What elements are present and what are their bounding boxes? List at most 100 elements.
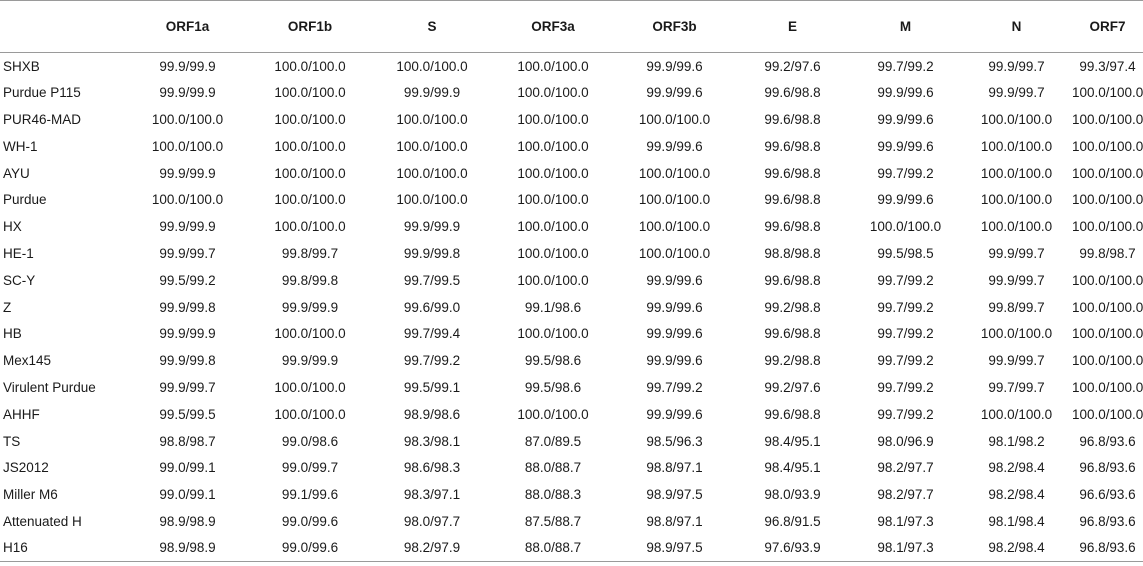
identity-value-cell: 99.8/99.7 <box>281 245 339 261</box>
identity-value-cell: 99.2/97.6 <box>764 379 821 395</box>
identity-value-cell: 98.0/97.7 <box>403 513 461 529</box>
identity-value-cell: 88.0/88.7 <box>492 534 614 563</box>
identity-value-cell: 99.6/99.0 <box>403 299 461 315</box>
strain-name-cell: SC-Y <box>3 272 36 288</box>
identity-value-cell: 98.9/97.5 <box>646 487 703 503</box>
identity-value-cell: 100.0/100.0 <box>1072 299 1143 315</box>
identity-value-cell: 98.0/96.9 <box>877 433 934 449</box>
header-column-orf3b: ORF3b <box>614 0 735 53</box>
identity-value-cell: 96.8/93.6 <box>1079 513 1136 529</box>
strain-name-cell: AYU <box>3 165 30 181</box>
identity-value-cell: 99.8/99.7 <box>988 299 1045 315</box>
identity-value-cell: 100.0/100.0 <box>638 111 711 127</box>
identity-value-cell: 98.3/98.1 <box>403 433 461 449</box>
identity-value-cell: 99.7/99.4 <box>403 326 461 342</box>
identity-value-cell: 99.9/99.7 <box>988 58 1045 74</box>
strain-name-cell: HB <box>3 326 22 342</box>
identity-value-cell: 100.0/100.0 <box>151 192 224 208</box>
identity-value-cell: 100.0/100.0 <box>274 138 346 154</box>
identity-value-cell: 99.9/99.6 <box>646 58 703 74</box>
identity-value-cell: 99.9/99.6 <box>646 138 703 154</box>
identity-value-cell: 99.9/99.6 <box>646 272 703 288</box>
identity-value-cell: 99.9/99.9 <box>403 219 461 235</box>
identity-value-cell: 100.0/100.0 <box>396 58 468 74</box>
identity-value-cell: 98.2/98.4 <box>988 487 1045 503</box>
identity-value-cell: 99.0/99.6 <box>281 513 339 529</box>
identity-value-cell: 100.0/100.0 <box>274 85 346 101</box>
identity-value-cell: 87.0/89.5 <box>524 433 582 449</box>
identity-value-cell: 100.0/100.0 <box>638 192 711 208</box>
identity-value-cell: 99.9/99.8 <box>403 245 461 261</box>
strain-name-cell: Purdue <box>3 192 47 208</box>
identity-value-cell: 99.6/98.8 <box>764 165 821 181</box>
identity-value-cell: 100.0/100.0 <box>517 406 589 422</box>
identity-value-cell: 98.0/93.9 <box>764 487 821 503</box>
strain-name-cell: SHXB <box>3 58 40 74</box>
header-strain-column <box>0 0 127 53</box>
strain-name-cell: AHHF <box>3 406 40 422</box>
header-column-m: M <box>850 0 961 53</box>
identity-value-cell: 99.9/99.6 <box>877 85 934 101</box>
table-row: AYU 99.9/99.9 100.0/100.0 100.0/100.0 100.0/… <box>0 160 1143 187</box>
identity-value-cell: 100.0/100.0 <box>396 165 468 181</box>
identity-value-cell: 99.7/99.2 <box>877 353 934 369</box>
identity-value-cell: 98.3/97.1 <box>403 487 461 503</box>
identity-value-cell: 100.0/100.0 <box>638 165 711 181</box>
table-row: Purdue P115 99.9/99.9 100.0/100.0 99.9/99.9… <box>0 79 1143 106</box>
strain-name-cell: TS <box>3 433 21 449</box>
identity-value-cell: 98.9/97.5 <box>614 534 735 563</box>
identity-value-cell: 100.0/100.0 <box>274 192 346 208</box>
strain-name-cell: Z <box>3 299 12 315</box>
table-row: SHXB 99.9/99.9 100.0/100.0 100.0/100.0 100.0… <box>0 53 1143 80</box>
header-column-orf3a: ORF3a <box>492 0 614 53</box>
identity-value-cell: 98.2/97.9 <box>372 534 492 563</box>
identity-value-cell: 100.0/100.0 <box>1072 85 1143 101</box>
identity-value-cell: 99.9/99.7 <box>988 272 1045 288</box>
identity-value-cell: 99.9/99.6 <box>646 406 703 422</box>
identity-value-cell: 98.8/98.7 <box>159 433 216 449</box>
header-column-orf1a: ORF1a <box>127 0 248 53</box>
table-row: TS 98.8/98.7 99.0/98.6 98.3/98.1 87.0/89.5 98… <box>0 428 1143 455</box>
identity-value-cell: 98.9/98.9 <box>159 513 216 529</box>
strain-name-cell: Purdue P115 <box>3 85 81 101</box>
identity-value-cell: 99.9/99.7 <box>988 85 1045 101</box>
identity-value-cell: 99.9/99.9 <box>159 58 216 74</box>
identity-value-cell: 100.0/100.0 <box>517 326 589 342</box>
identity-value-cell: 98.8/97.1 <box>646 513 703 529</box>
table-row: H16 98.9/98.9 99.0/99.6 98.2/97.9 88.0/88.7 9… <box>0 534 1143 563</box>
identity-value-cell: 99.9/99.9 <box>159 85 216 101</box>
identity-value-cell: 99.9/99.8 <box>159 353 216 369</box>
identity-value-cell: 99.0/98.6 <box>281 433 339 449</box>
identity-value-cell: 99.9/99.6 <box>877 192 934 208</box>
table-row: Miller M6 99.0/99.1 99.1/99.6 98.3/97.1 88.0… <box>0 481 1143 508</box>
identity-value-cell: 98.8/97.1 <box>646 460 703 476</box>
identity-value-cell: 88.0/88.7 <box>524 460 582 476</box>
identity-value-cell: 100.0/100.0 <box>517 192 589 208</box>
strain-name-cell: JS2012 <box>3 460 49 476</box>
identity-value-cell: 100.0/100.0 <box>151 138 224 154</box>
table-row: PUR46-MAD 100.0/100.0 100.0/100.0 100.0/100… <box>0 106 1143 133</box>
identity-value-cell: 100.0/100.0 <box>980 138 1053 154</box>
table-row: HB 99.9/99.9 100.0/100.0 99.7/99.4 100.0/100… <box>0 320 1143 347</box>
identity-value-cell: 99.5/99.2 <box>159 272 216 288</box>
table-row: JS2012 99.0/99.1 99.0/99.7 98.6/98.3 88.0/88… <box>0 454 1143 481</box>
identity-value-cell: 99.6/98.8 <box>764 272 821 288</box>
table-row: Purdue 100.0/100.0 100.0/100.0 100.0/100.0 1… <box>0 186 1143 213</box>
identity-value-cell: 100.0/100.0 <box>517 219 589 235</box>
identity-value-cell: 99.9/99.9 <box>159 326 216 342</box>
strain-name-cell: Mex145 <box>3 353 52 369</box>
identity-value-cell: 99.9/99.6 <box>877 138 934 154</box>
strain-name-cell: HE-1 <box>3 245 34 261</box>
identity-value-cell: 88.0/88.3 <box>524 487 582 503</box>
table-row: Virulent Purdue 99.9/99.7 100.0/100.0 99.5/… <box>0 374 1143 401</box>
strain-name-cell: Attenuated H <box>3 513 82 529</box>
identity-value-cell: 99.6/98.8 <box>764 192 821 208</box>
identity-value-cell: 98.2/98.4 <box>988 460 1045 476</box>
identity-value-cell: 100.0/100.0 <box>274 219 346 235</box>
identity-value-cell: 99.0/99.1 <box>159 487 216 503</box>
identity-value-cell: 96.8/93.6 <box>1079 433 1136 449</box>
identity-value-cell: 98.8/98.8 <box>764 245 821 261</box>
identity-value-cell: 99.1/98.6 <box>524 299 582 315</box>
identity-value-cell: 99.6/98.8 <box>764 326 821 342</box>
identity-value-cell: 99.5/98.5 <box>877 245 934 261</box>
